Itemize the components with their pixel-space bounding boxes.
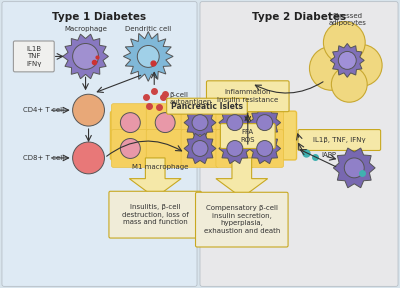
Polygon shape [219, 133, 251, 164]
FancyBboxPatch shape [109, 191, 202, 238]
FancyBboxPatch shape [246, 104, 284, 141]
Text: CD8+ T cell: CD8+ T cell [23, 155, 64, 161]
Circle shape [340, 44, 382, 86]
Polygon shape [63, 34, 108, 79]
Polygon shape [249, 107, 281, 138]
Circle shape [192, 141, 208, 156]
Text: FFA
ROS: FFA ROS [240, 129, 255, 143]
FancyBboxPatch shape [246, 130, 284, 167]
FancyBboxPatch shape [14, 41, 54, 72]
FancyBboxPatch shape [112, 130, 149, 167]
Circle shape [73, 94, 104, 126]
Polygon shape [333, 148, 375, 188]
FancyBboxPatch shape [112, 104, 149, 141]
Polygon shape [219, 107, 251, 138]
Circle shape [324, 22, 365, 63]
Circle shape [137, 46, 159, 67]
Circle shape [120, 113, 140, 132]
Polygon shape [184, 107, 216, 138]
Circle shape [73, 142, 104, 174]
FancyBboxPatch shape [181, 130, 219, 167]
FancyBboxPatch shape [220, 124, 275, 149]
Circle shape [344, 158, 364, 178]
Polygon shape [184, 133, 216, 164]
FancyBboxPatch shape [2, 2, 197, 286]
Circle shape [73, 43, 98, 69]
Circle shape [338, 52, 356, 69]
Text: IL1B
TNF
IFNγ: IL1B TNF IFNγ [26, 46, 42, 67]
Circle shape [227, 141, 243, 156]
Circle shape [155, 113, 175, 132]
Text: Inflammation
Insulin resistance: Inflammation Insulin resistance [217, 90, 278, 103]
Text: Compensatory β-cell
insulin secretion,
hyperplasia,
exhaustion and death: Compensatory β-cell insulin secretion, h… [204, 205, 280, 234]
Circle shape [257, 141, 273, 156]
Text: Insulitis, β-cell
destruction, loss of
mass and function: Insulitis, β-cell destruction, loss of m… [122, 204, 188, 225]
FancyBboxPatch shape [181, 104, 219, 141]
Text: IL1β, TNF, IFNγ: IL1β, TNF, IFNγ [313, 137, 366, 143]
FancyBboxPatch shape [216, 104, 254, 141]
Text: CD4+ T cell: CD4+ T cell [23, 107, 64, 113]
Polygon shape [330, 43, 364, 77]
Polygon shape [123, 32, 173, 81]
Circle shape [331, 66, 367, 102]
Polygon shape [249, 133, 281, 164]
Text: Macrophage: Macrophage [64, 26, 107, 32]
FancyBboxPatch shape [167, 98, 247, 114]
FancyBboxPatch shape [200, 2, 398, 286]
Circle shape [192, 115, 208, 130]
Polygon shape [216, 158, 268, 198]
Text: Type 2 Diabetes: Type 2 Diabetes [252, 12, 346, 22]
Polygon shape [129, 158, 181, 198]
FancyBboxPatch shape [206, 81, 289, 112]
Circle shape [257, 115, 273, 130]
Text: Dendritic cell: Dendritic cell [125, 26, 171, 32]
FancyBboxPatch shape [196, 192, 288, 247]
Circle shape [310, 46, 353, 90]
FancyBboxPatch shape [298, 130, 381, 150]
Text: IAPP: IAPP [322, 152, 336, 158]
FancyBboxPatch shape [146, 104, 184, 141]
Text: Pancreatic Islets: Pancreatic Islets [171, 102, 243, 111]
Text: Stressed
adipocytes: Stressed adipocytes [328, 13, 366, 26]
Text: Type 1 Diabetes: Type 1 Diabetes [52, 12, 146, 22]
Text: M1 macrophage: M1 macrophage [132, 164, 188, 170]
FancyBboxPatch shape [216, 130, 254, 167]
Circle shape [227, 115, 243, 130]
Text: β-cell
autoantigen: β-cell autoantigen [169, 92, 212, 105]
FancyBboxPatch shape [110, 111, 296, 160]
FancyBboxPatch shape [146, 130, 184, 167]
Circle shape [120, 139, 140, 158]
